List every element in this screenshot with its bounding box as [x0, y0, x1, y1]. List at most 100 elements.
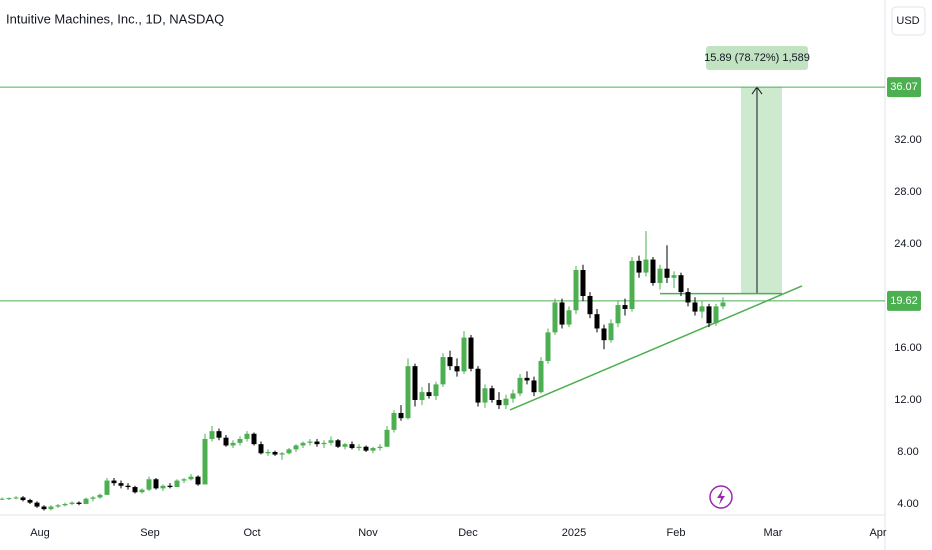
measure-label-box: [706, 46, 808, 70]
candle-body: [524, 377, 530, 381]
x-tick-label: Mar: [764, 527, 783, 539]
candle-body: [699, 306, 705, 312]
candle-body: [552, 302, 558, 333]
candle-body: [27, 500, 33, 503]
x-tick-label: Oct: [243, 527, 260, 539]
candle-body: [97, 494, 103, 498]
candle-body: [188, 476, 194, 480]
chart-title: Intuitive Machines, Inc., 1D, NASDAQ: [6, 11, 224, 26]
candle-body: [34, 502, 40, 507]
x-tick-label: Aug: [30, 527, 50, 539]
candle-body: [720, 302, 726, 307]
candle-body: [363, 446, 369, 451]
candle-body: [510, 393, 516, 399]
candle-body: [258, 444, 264, 454]
candle-body: [244, 433, 250, 439]
candle-body: [503, 398, 509, 406]
candle-body: [307, 441, 313, 443]
candle-body: [489, 388, 495, 400]
currency-button[interactable]: [891, 6, 926, 36]
candle-body: [181, 479, 187, 481]
candle-body: [356, 446, 362, 449]
candle-body: [286, 449, 292, 454]
candle-body: [538, 360, 544, 393]
candle-body: [573, 269, 579, 311]
price-label: 36.07: [890, 81, 918, 93]
candle-body: [440, 357, 446, 385]
x-tick-label: Feb: [667, 527, 686, 539]
candle-body: [664, 268, 670, 278]
y-tick-label: 8.00: [897, 446, 918, 458]
candle-body: [391, 412, 397, 430]
trendline: [509, 285, 803, 411]
candle-body: [195, 476, 201, 485]
candle-body: [615, 305, 621, 324]
candle-body: [55, 505, 61, 507]
candle-body: [216, 431, 222, 438]
candle-body: [678, 275, 684, 293]
candle-body: [433, 384, 439, 397]
candle-body: [426, 392, 432, 397]
candle-body: [321, 442, 327, 445]
candle-body: [657, 268, 663, 283]
candle-body: [545, 332, 551, 361]
candle-body: [0, 498, 5, 500]
candle-body: [692, 302, 698, 312]
candle-body: [13, 497, 19, 499]
candle-body: [48, 506, 54, 510]
candle-body: [342, 444, 348, 447]
y-tick-label: 24.00: [894, 238, 922, 250]
candle-body: [398, 412, 404, 419]
candle-body: [160, 485, 166, 489]
candle-body: [377, 446, 383, 449]
candle-body: [671, 275, 677, 278]
candle-body: [237, 438, 243, 443]
candle-body: [454, 366, 460, 372]
price-label-box: [887, 77, 921, 98]
candle-body: [293, 445, 299, 450]
candle-body: [202, 438, 208, 485]
measure-label: 15.89 (78.72%) 1,589: [704, 52, 810, 64]
candle-body: [685, 292, 691, 303]
candle-body: [132, 487, 138, 493]
candle-body: [650, 259, 656, 283]
candle-body: [622, 305, 628, 309]
x-tick-label: Dec: [458, 527, 478, 539]
candle-body: [167, 485, 173, 488]
candle-body: [69, 502, 75, 504]
candle-body: [139, 489, 145, 493]
y-tick-label: 32.00: [894, 134, 922, 146]
candle-body: [90, 497, 96, 499]
candle-body: [300, 442, 306, 446]
candle-body: [6, 498, 12, 500]
candle-body: [41, 506, 47, 510]
candle-body: [468, 337, 474, 369]
candle-body: [111, 480, 117, 484]
x-tick-label: Sep: [140, 527, 160, 539]
candle-body: [328, 440, 334, 443]
price-label: 19.62: [890, 295, 918, 307]
candle-body: [230, 442, 236, 446]
candle-body: [20, 497, 26, 501]
y-tick-label: 4.00: [897, 498, 918, 510]
currency: USD: [896, 15, 919, 27]
candle-body: [335, 440, 341, 447]
event-icon-bolt: [717, 489, 725, 505]
candle-body: [517, 377, 523, 394]
candle-body: [447, 357, 453, 367]
candle-body: [146, 479, 152, 490]
candle-body: [223, 437, 229, 446]
candle-body: [601, 328, 607, 341]
candle-body: [153, 479, 159, 489]
candle-body: [104, 480, 110, 495]
candle-body: [566, 310, 572, 325]
candle-body: [118, 483, 124, 486]
candle-body: [314, 441, 320, 445]
candle-body: [608, 323, 614, 341]
candle-body: [594, 314, 600, 329]
y-tick-label: 12.00: [894, 394, 922, 406]
candle-body: [643, 259, 649, 273]
candle-body: [251, 433, 257, 445]
